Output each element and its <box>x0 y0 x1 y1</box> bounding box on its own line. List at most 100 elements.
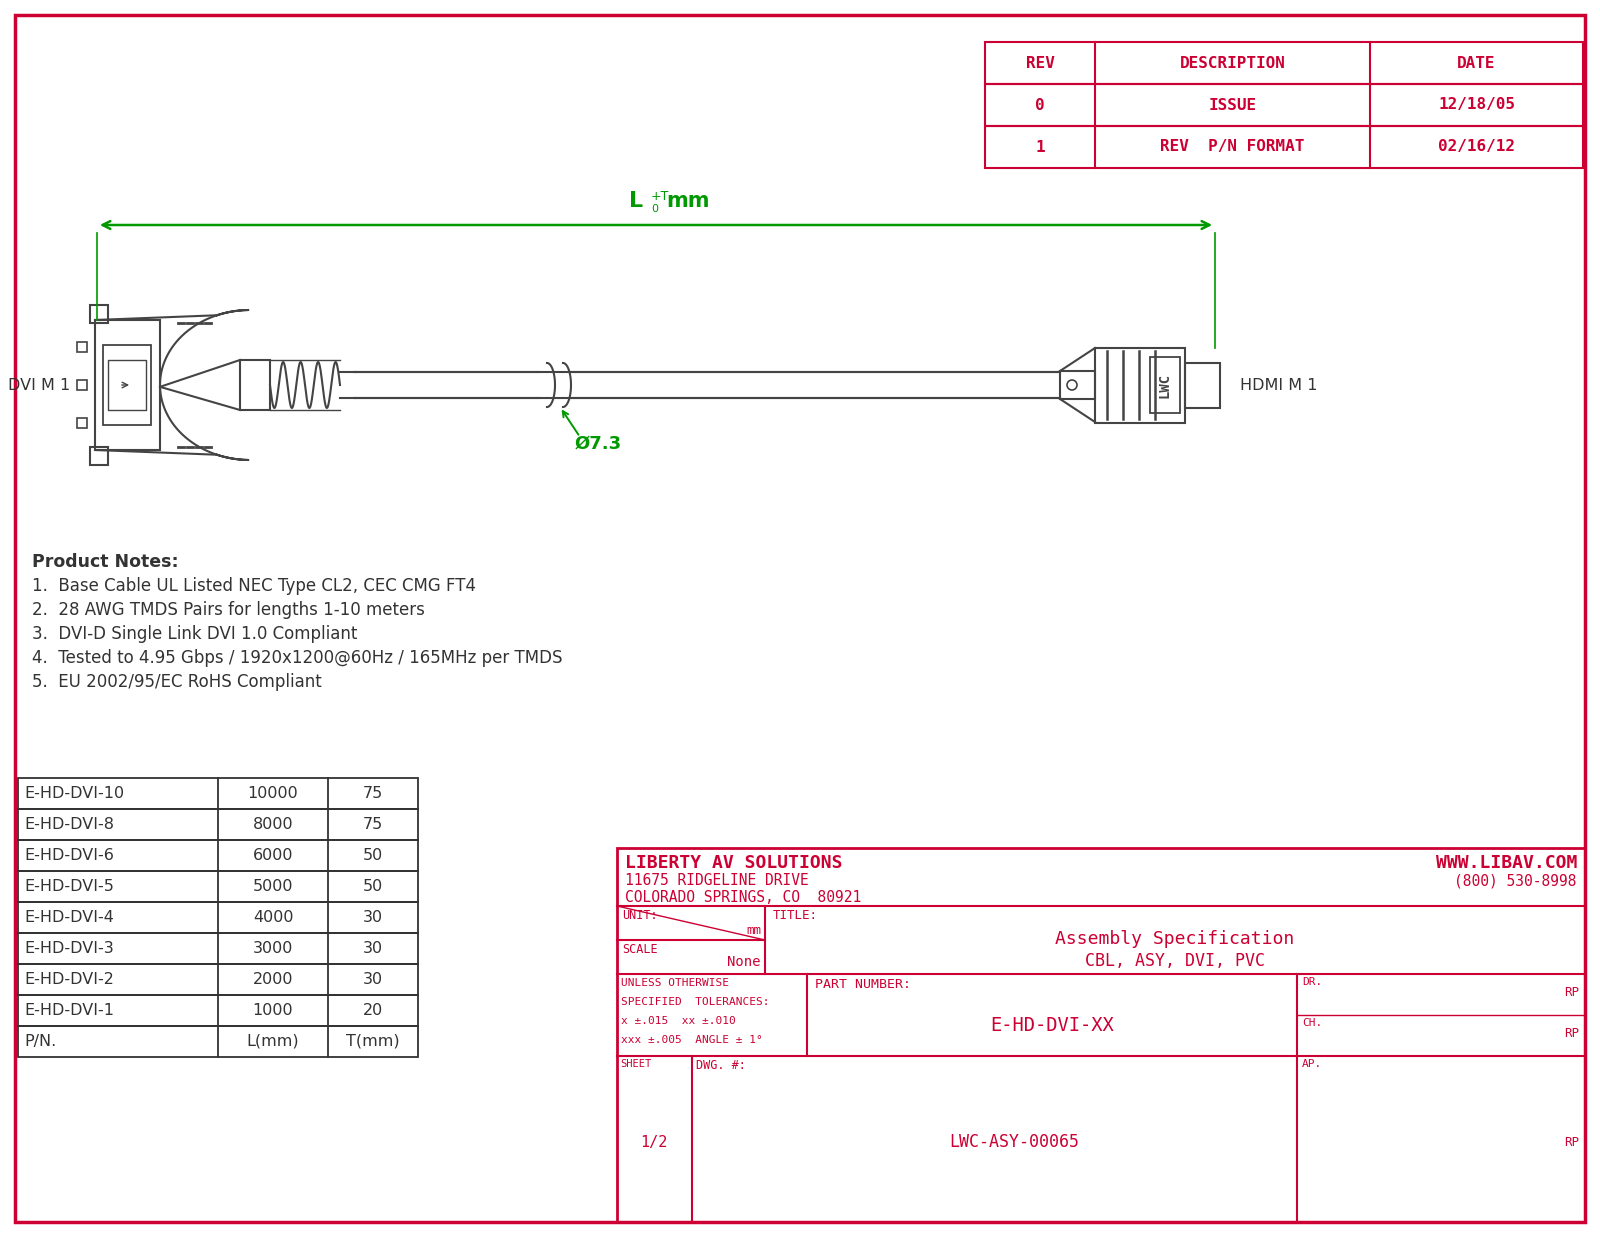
Text: DR.: DR. <box>1302 977 1322 987</box>
Text: 30: 30 <box>363 910 382 925</box>
Text: AP.: AP. <box>1302 1059 1322 1069</box>
Text: LIBERTY AV SOLUTIONS: LIBERTY AV SOLUTIONS <box>626 854 843 872</box>
Text: 1/2: 1/2 <box>640 1134 667 1149</box>
Text: SPECIFIED  TOLERANCES:: SPECIFIED TOLERANCES: <box>621 997 770 1007</box>
Bar <box>986 84 1582 126</box>
Bar <box>18 809 418 840</box>
Bar <box>1186 362 1221 408</box>
Bar <box>18 964 418 995</box>
Text: E-HD-DVI-XX: E-HD-DVI-XX <box>990 1016 1114 1035</box>
Text: 1: 1 <box>1035 140 1045 155</box>
Text: 5000: 5000 <box>253 880 293 894</box>
Text: 4.  Tested to 4.95 Gbps / 1920x1200@60Hz / 165MHz per TMDS: 4. Tested to 4.95 Gbps / 1920x1200@60Hz … <box>32 649 563 667</box>
Bar <box>94 320 160 450</box>
Text: 6000: 6000 <box>253 849 293 863</box>
Text: E-HD-DVI-2: E-HD-DVI-2 <box>24 972 114 987</box>
Text: 5.  EU 2002/95/EC RoHS Compliant: 5. EU 2002/95/EC RoHS Compliant <box>32 673 322 691</box>
Text: TITLE:: TITLE: <box>773 909 818 922</box>
Text: E-HD-DVI-4: E-HD-DVI-4 <box>24 910 114 925</box>
Text: xxx ±.005  ANGLE ± 1°: xxx ±.005 ANGLE ± 1° <box>621 1035 763 1045</box>
Text: SCALE: SCALE <box>622 943 658 956</box>
Bar <box>18 933 418 964</box>
Text: 0: 0 <box>1035 98 1045 113</box>
Text: CH.: CH. <box>1302 1018 1322 1028</box>
Bar <box>102 345 150 426</box>
Bar <box>986 42 1582 84</box>
Text: E-HD-DVI-1: E-HD-DVI-1 <box>24 1003 114 1018</box>
Text: 3000: 3000 <box>253 941 293 956</box>
Text: 50: 50 <box>363 849 382 863</box>
Text: SHEET: SHEET <box>621 1059 651 1069</box>
Text: mm: mm <box>746 924 762 936</box>
Text: L: L <box>629 190 643 212</box>
Text: DVI M 1: DVI M 1 <box>8 377 70 392</box>
Text: PART NUMBER:: PART NUMBER: <box>814 978 910 991</box>
Text: E-HD-DVI-3: E-HD-DVI-3 <box>24 941 114 956</box>
Text: 20: 20 <box>363 1003 382 1018</box>
Bar <box>77 418 86 428</box>
Bar <box>618 849 1586 1222</box>
Bar <box>1150 357 1181 413</box>
Text: 2000: 2000 <box>253 972 293 987</box>
Text: 02/16/12: 02/16/12 <box>1438 140 1515 155</box>
Text: DWG. #:: DWG. #: <box>696 1059 746 1072</box>
Text: E-HD-DVI-8: E-HD-DVI-8 <box>24 816 114 833</box>
Text: COLORADO SPRINGS, CO  80921: COLORADO SPRINGS, CO 80921 <box>626 889 861 905</box>
Text: 75: 75 <box>363 816 382 833</box>
Text: HDMI M 1: HDMI M 1 <box>1240 377 1317 392</box>
Text: LWC-ASY-00065: LWC-ASY-00065 <box>949 1133 1078 1150</box>
Text: 12/18/05: 12/18/05 <box>1438 98 1515 113</box>
Bar <box>90 306 109 323</box>
Text: Product Notes:: Product Notes: <box>32 553 179 571</box>
Text: 1.  Base Cable UL Listed NEC Type CL2, CEC CMG FT4: 1. Base Cable UL Listed NEC Type CL2, CE… <box>32 576 477 595</box>
Text: (800) 530-8998: (800) 530-8998 <box>1454 873 1578 888</box>
Text: 50: 50 <box>363 880 382 894</box>
Text: 1000: 1000 <box>253 1003 293 1018</box>
Text: P/N.: P/N. <box>24 1034 56 1049</box>
Text: DATE: DATE <box>1458 56 1496 71</box>
Text: DESCRIPTION: DESCRIPTION <box>1179 56 1285 71</box>
Text: LWC: LWC <box>1158 372 1171 397</box>
Text: WWW.LIBAV.COM: WWW.LIBAV.COM <box>1435 854 1578 872</box>
Text: UNLESS OTHERWISE: UNLESS OTHERWISE <box>621 978 730 988</box>
Text: 0: 0 <box>651 204 658 214</box>
Text: L(mm): L(mm) <box>246 1034 299 1049</box>
Bar <box>18 902 418 933</box>
Text: 2.  28 AWG TMDS Pairs for lengths 1-10 meters: 2. 28 AWG TMDS Pairs for lengths 1-10 me… <box>32 601 426 618</box>
Text: REV: REV <box>1026 56 1054 71</box>
Text: mm: mm <box>666 190 709 212</box>
Text: 8000: 8000 <box>253 816 293 833</box>
Text: +T: +T <box>651 190 669 203</box>
Text: 3.  DVI-D Single Link DVI 1.0 Compliant: 3. DVI-D Single Link DVI 1.0 Compliant <box>32 625 357 643</box>
Bar <box>986 126 1582 168</box>
Bar <box>1059 371 1094 400</box>
Text: UNIT:: UNIT: <box>622 909 658 922</box>
Bar <box>77 341 86 353</box>
Bar <box>240 360 270 409</box>
Text: Ø7.3: Ø7.3 <box>574 435 622 453</box>
Text: None: None <box>728 955 762 969</box>
Text: 75: 75 <box>363 785 382 802</box>
Text: Assembly Specification: Assembly Specification <box>1056 930 1294 948</box>
Circle shape <box>1067 380 1077 390</box>
Bar <box>18 840 418 871</box>
Bar <box>18 871 418 902</box>
Bar <box>77 380 86 390</box>
Text: E-HD-DVI-10: E-HD-DVI-10 <box>24 785 125 802</box>
Text: RP: RP <box>1565 1027 1579 1040</box>
Text: E-HD-DVI-6: E-HD-DVI-6 <box>24 849 114 863</box>
Text: 11675 RIDGELINE DRIVE: 11675 RIDGELINE DRIVE <box>626 873 808 888</box>
Text: ISSUE: ISSUE <box>1208 98 1256 113</box>
Text: RP: RP <box>1565 1136 1579 1148</box>
Bar <box>1094 348 1186 423</box>
Text: CBL, ASY, DVI, PVC: CBL, ASY, DVI, PVC <box>1085 952 1266 970</box>
Bar <box>109 360 146 409</box>
Text: REV  P/N FORMAT: REV P/N FORMAT <box>1160 140 1304 155</box>
Text: 4000: 4000 <box>253 910 293 925</box>
Text: E-HD-DVI-5: E-HD-DVI-5 <box>24 880 114 894</box>
Text: 10000: 10000 <box>248 785 298 802</box>
Text: 30: 30 <box>363 941 382 956</box>
Bar <box>18 1025 418 1056</box>
Bar <box>90 447 109 465</box>
Text: RP: RP <box>1565 986 1579 999</box>
